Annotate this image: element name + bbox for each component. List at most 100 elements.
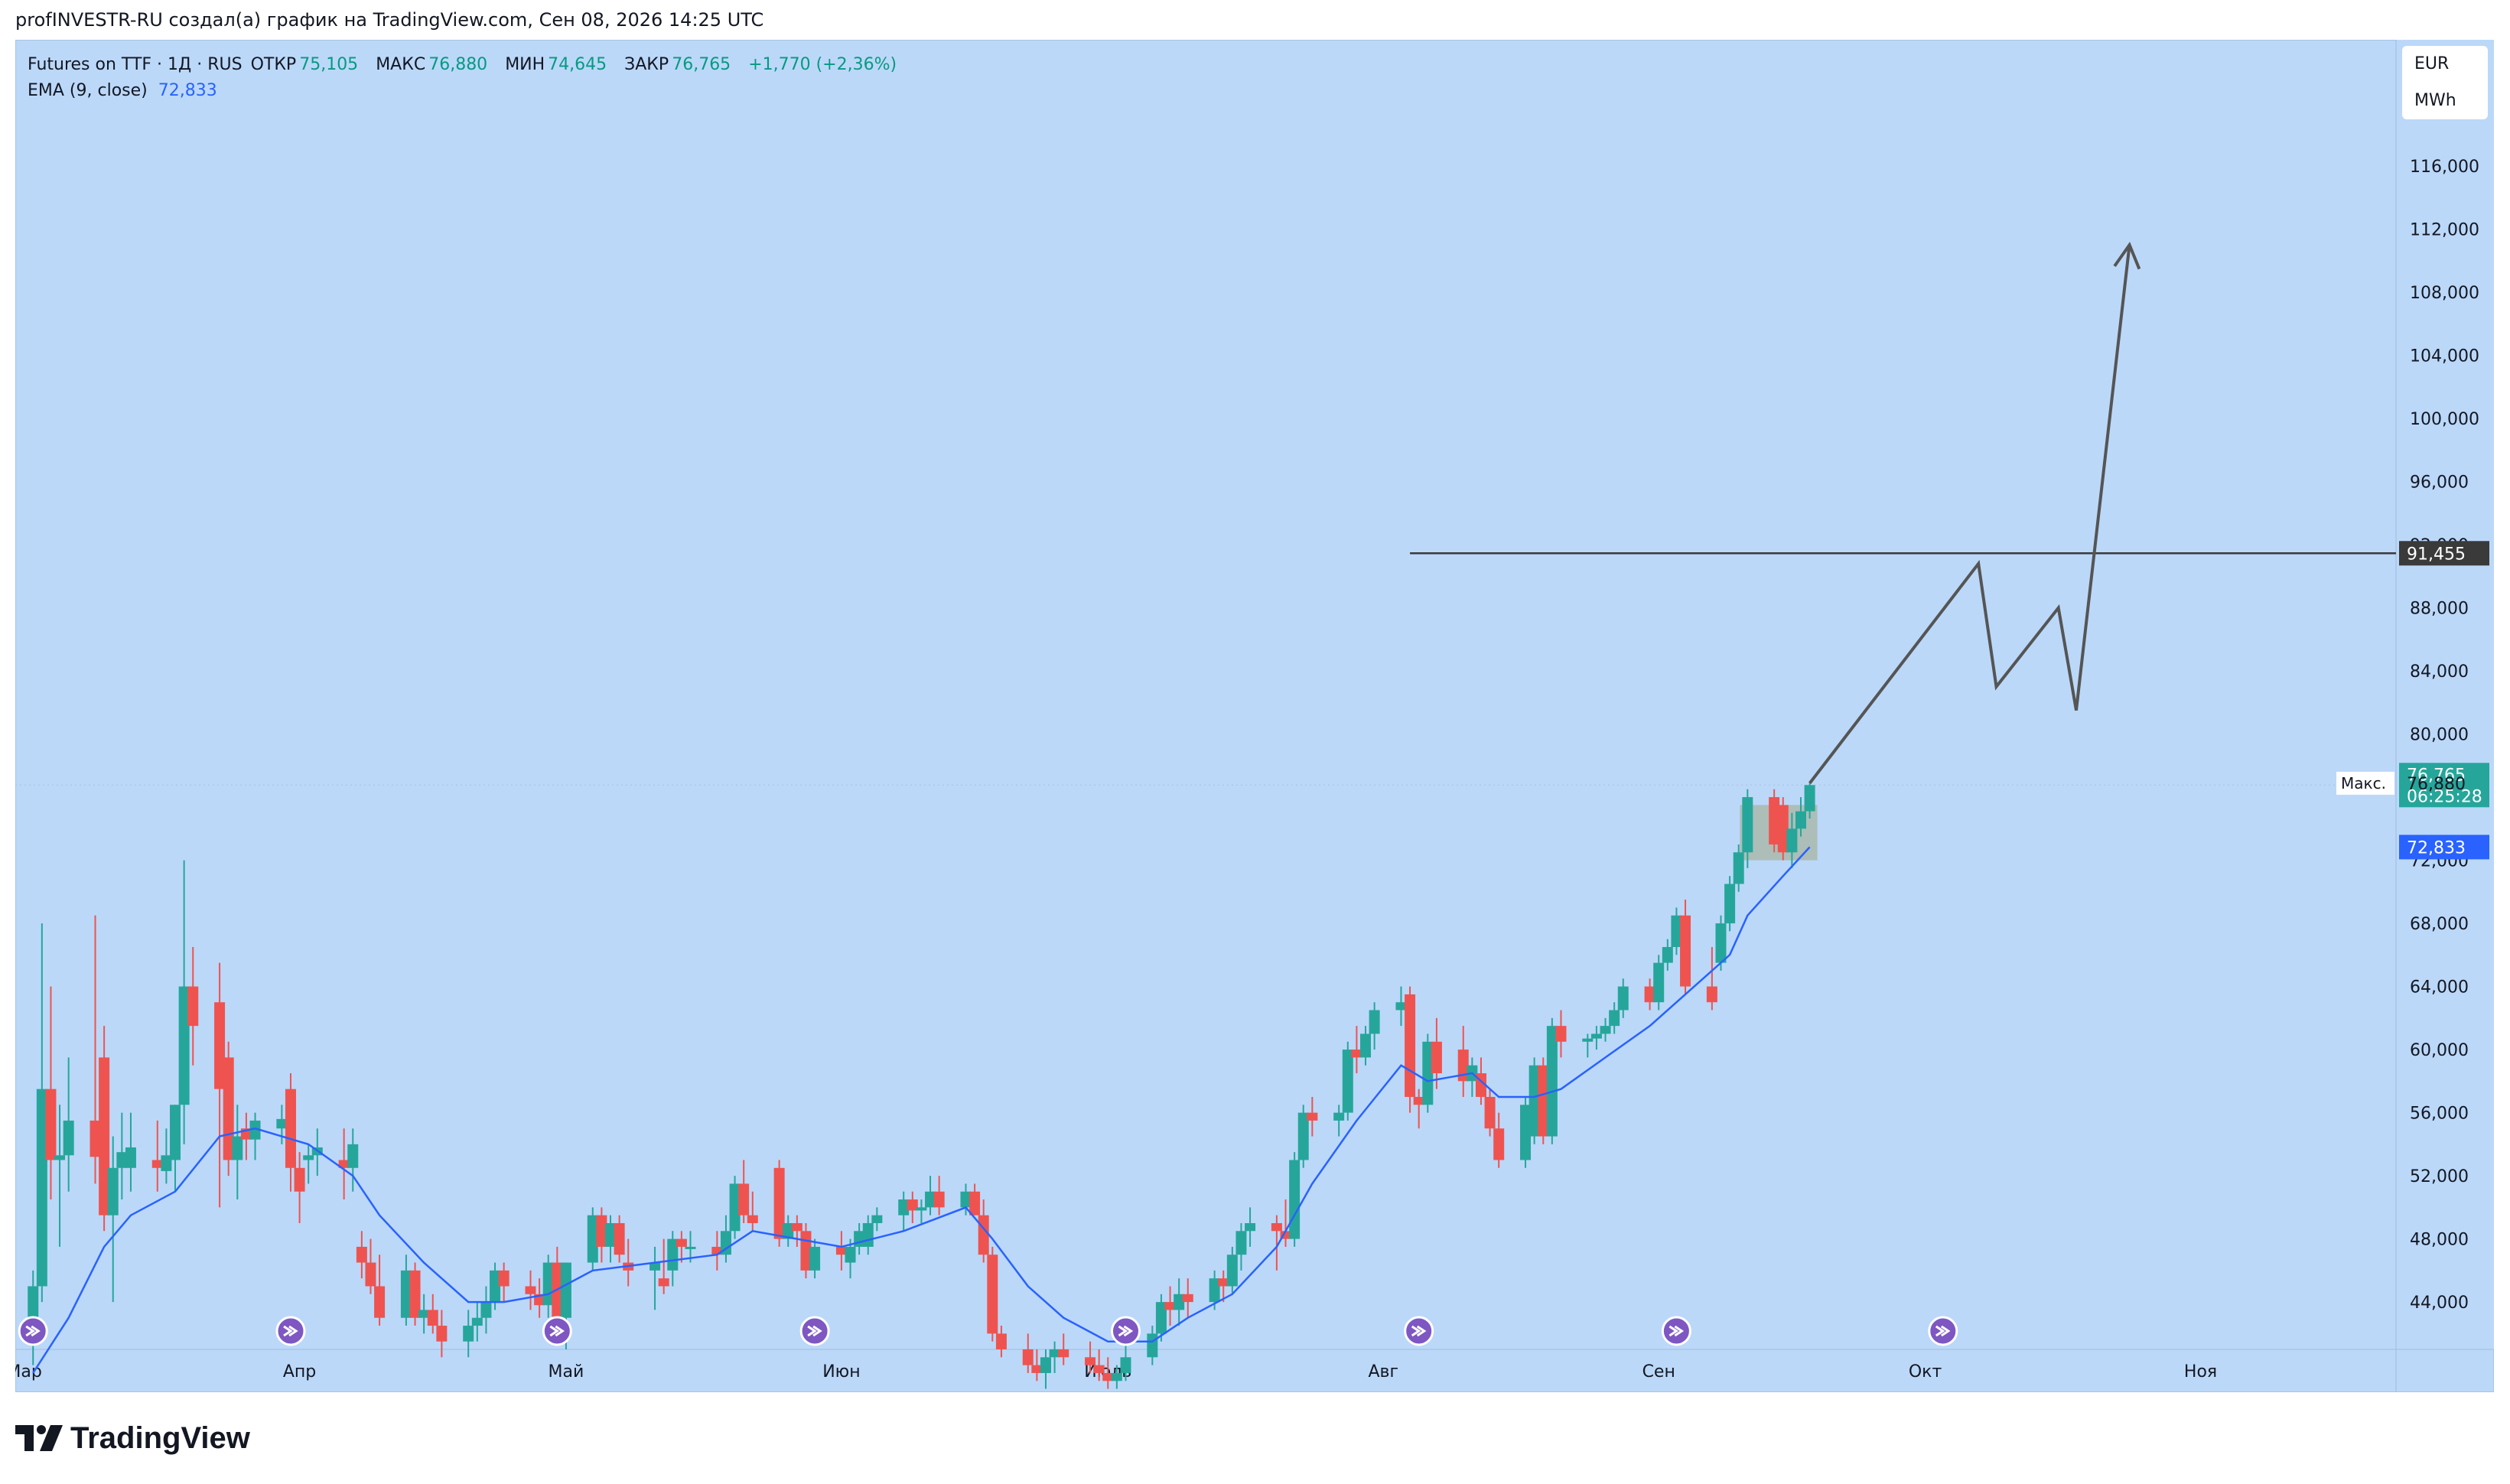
max-price-label: Макс. 76,880 [2336,771,2466,795]
unit-label[interactable]: MWh [2414,91,2456,110]
candle-body [1174,1294,1185,1310]
candle [471,1302,483,1342]
event-marker-icon[interactable] [1111,1316,1141,1346]
x-tick-label: Ноя [2184,1362,2217,1381]
candle [294,1152,305,1223]
event-marker-icon[interactable] [542,1316,572,1346]
candle-body [916,1207,927,1211]
candle [151,1120,163,1192]
candle-body [1022,1349,1034,1365]
candle-body [1457,1050,1469,1082]
y-tick-label: 116,000 [2410,158,2479,177]
candle-body [835,1246,847,1255]
event-marker-icon[interactable] [1661,1316,1691,1346]
candle-body [1422,1041,1434,1105]
y-tick-label: 84,000 [2410,662,2469,682]
candle [1031,1349,1043,1381]
candlestick-chart[interactable]: 44,000 48,000 52,000 56,000 60,000 64,000 68,0… [15,40,2494,1392]
candle-body [303,1155,314,1160]
candle [1671,907,1682,955]
tradingview-branding[interactable]: TradingView [15,1419,250,1457]
candle [1289,1152,1301,1247]
candle [1457,1026,1469,1097]
candle-body [1528,1065,1540,1137]
candle [63,1057,74,1192]
candle [418,1294,430,1334]
y-tick-label: 104,000 [2410,347,2479,366]
high-value: 76,880 [428,55,488,74]
candle-body [525,1286,536,1294]
candle-body [1271,1222,1282,1232]
candle [1590,1026,1602,1050]
candle [907,1191,918,1223]
candle [773,1160,785,1247]
event-marker-icon[interactable] [799,1316,830,1346]
ema-price-label: 72,833 [2399,835,2489,860]
candle-body [436,1326,448,1342]
candle [1795,797,1806,837]
candle-body [560,1262,571,1318]
candle [969,1183,981,1216]
candle-body [978,1215,989,1255]
candle [356,1231,367,1279]
chart-pane[interactable] [15,40,2494,1392]
event-marker-icon[interactable] [1928,1316,1958,1346]
candle-body [1546,1026,1558,1137]
candle-body [480,1302,492,1318]
candle-body [1182,1294,1193,1303]
candle-body [1706,986,1717,1003]
candle-body [1351,1050,1362,1058]
candle [1413,1089,1424,1129]
candle-body [1804,785,1815,812]
candle-body [1058,1349,1069,1358]
event-marker-icon[interactable] [1404,1316,1434,1346]
candle-body [791,1222,802,1232]
candle-body [178,986,190,1105]
candle [835,1231,847,1271]
currency-label[interactable]: EUR [2414,54,2450,73]
candle-body [729,1183,741,1232]
candle-body [596,1215,607,1247]
candle [1662,939,1673,971]
candle-body [1555,1026,1567,1042]
change-value: +1,770 (+2,36%) [748,55,897,74]
currency-unit-selector[interactable]: EUR MWh [2402,46,2488,119]
candle [1164,1286,1176,1326]
symbol-title[interactable]: Futures on TTF · 1Д · RUS [28,55,243,74]
candle [1058,1333,1069,1365]
svg-text:72,833: 72,833 [2407,838,2466,858]
candle-body [1235,1231,1247,1255]
low-value: 74,645 [548,55,607,74]
event-marker-icon[interactable] [275,1316,306,1346]
event-marker-icon[interactable] [18,1316,48,1346]
candle-body [54,1155,66,1160]
candle [1493,1112,1505,1168]
candle-body [1289,1160,1301,1239]
ema-line [32,846,1811,1374]
candle-body [676,1238,687,1247]
candles-group [28,783,1815,1389]
candle-body [871,1215,883,1223]
candle [285,1073,296,1192]
candle-body [400,1270,412,1318]
candle [720,1215,731,1263]
candle [596,1207,607,1263]
candle [1111,1365,1122,1389]
candle-body [738,1183,750,1216]
candle [738,1160,750,1223]
candle [1422,1033,1434,1113]
y-tick-label: 88,000 [2410,600,2469,619]
ema-legend[interactable]: EMA (9, close) 72,833 [28,78,909,104]
candle-body [1769,797,1780,845]
candle [187,947,199,1066]
candle [925,1176,936,1216]
candle-body [45,1089,57,1160]
low-label: МИН [505,55,545,74]
candle [1769,789,1780,853]
candle [1085,1341,1096,1373]
candle-body [294,1167,305,1192]
candle-body [1777,805,1789,853]
candle-body [1609,1010,1620,1027]
candle [960,1183,972,1216]
candle [1280,1199,1291,1247]
